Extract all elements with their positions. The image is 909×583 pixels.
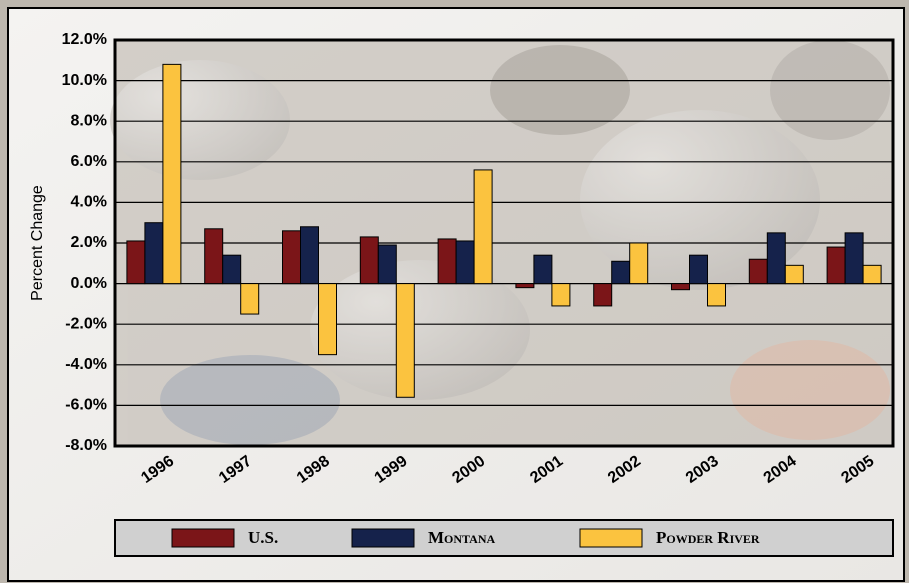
bar [748,258,768,285]
legend-swatch [579,528,643,548]
y-axis-label: Percent Change [29,185,46,301]
bar [629,242,649,285]
bar [766,232,786,285]
bar [395,283,415,398]
bar [473,169,493,285]
bar [515,283,535,289]
bar [551,283,571,307]
legend-label: U.S. [248,528,278,547]
y-tick-label: -4.0% [65,356,107,373]
bar [359,236,379,285]
legend-swatch [351,528,415,548]
y-tick-label: 12.0% [62,31,107,48]
bar [437,238,457,285]
y-tick-label: -8.0% [65,437,107,454]
bar [144,222,164,285]
legend [114,519,894,557]
y-tick-label: 0.0% [71,275,107,292]
bar [126,240,146,285]
bar [533,254,553,285]
bar [707,283,726,307]
plot-border [113,38,895,448]
y-tick-label: 2.0% [71,234,107,251]
legend-label: Powder River [656,528,760,547]
bar [204,228,224,285]
bar [784,264,804,285]
y-tick-label: 6.0% [71,153,107,170]
bar [222,254,242,285]
bar [689,254,708,285]
bar [671,283,690,291]
bar [611,260,631,285]
bar [593,283,613,307]
legend-label: Montana [428,528,495,547]
bar [844,232,864,285]
bar [318,283,337,356]
bar [162,63,182,285]
y-tick-label: 4.0% [71,194,107,211]
bar [862,264,882,285]
bar [282,230,301,285]
bar [377,244,397,285]
y-tick-label: -2.0% [65,315,107,332]
y-tick-label: 10.0% [62,72,107,89]
y-tick-label: 8.0% [71,112,107,129]
y-tick-label: -6.0% [65,397,107,414]
bar [240,283,260,315]
legend-swatch [171,528,235,548]
bar [300,226,319,285]
bar [826,246,846,285]
bar [455,240,475,285]
